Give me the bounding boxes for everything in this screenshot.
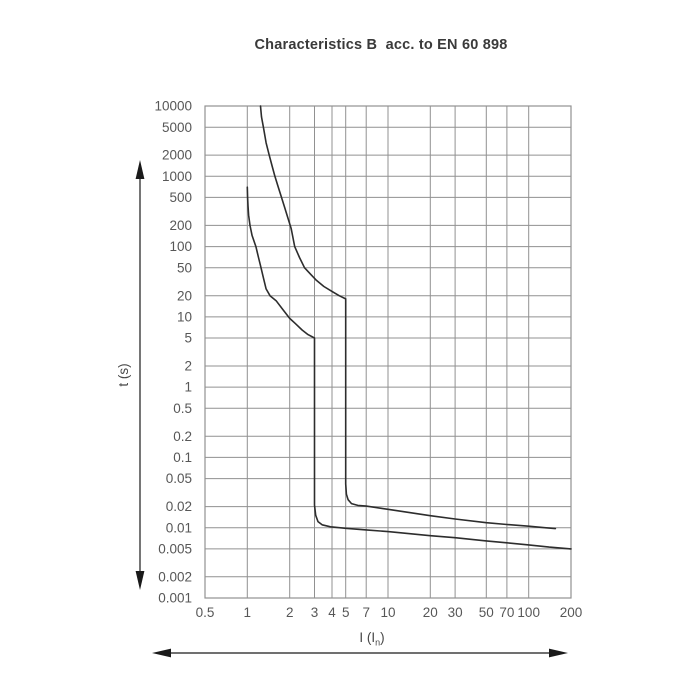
- x-tick-label-1: 1: [244, 605, 252, 620]
- y-tick-label-0.5: 0.5: [173, 401, 192, 416]
- x-tick-label-5: 5: [342, 605, 350, 620]
- x-tick-label-200: 200: [560, 605, 583, 620]
- y-tick-label-0.02: 0.02: [166, 499, 192, 514]
- y-tick-label-10: 10: [177, 310, 192, 325]
- x-axis-label: I (In): [272, 630, 472, 648]
- x-tick-label-2: 2: [286, 605, 294, 620]
- x-tick-label-4: 4: [328, 605, 336, 620]
- y-tick-label-0.005: 0.005: [158, 542, 192, 557]
- y-tick-label-200: 200: [169, 218, 192, 233]
- plot-border: [204, 105, 572, 599]
- x-tick-label-30: 30: [448, 605, 463, 620]
- y-tick-label-100: 100: [169, 239, 192, 254]
- y-tick-label-0.2: 0.2: [173, 429, 192, 444]
- y-axis-arrowhead-down: [135, 571, 145, 590]
- y-tick-label-2000: 2000: [162, 148, 192, 163]
- y-tick-label-20: 20: [177, 288, 192, 303]
- y-tick-label-0.001: 0.001: [158, 591, 192, 606]
- x-axis-label-subscript: n: [375, 637, 381, 648]
- x-axis-arrowhead-right: [549, 648, 568, 658]
- x-tick-label-20: 20: [423, 605, 438, 620]
- x-tick-label-100: 100: [517, 605, 540, 620]
- trip-curve-lower-limit: [246, 186, 572, 550]
- y-tick-label-5: 5: [184, 331, 192, 346]
- y-axis-label: t (s): [116, 363, 131, 387]
- x-tick-label-50: 50: [479, 605, 494, 620]
- y-tick-label-0.1: 0.1: [173, 450, 192, 465]
- chart-title: Characteristics B acc. to EN 60 898: [254, 37, 508, 53]
- y-axis-arrowhead-up: [135, 160, 145, 179]
- x-axis-arrowhead-left: [152, 648, 171, 658]
- x-tick-label-7: 7: [362, 605, 370, 620]
- x-tick-label-3: 3: [311, 605, 319, 620]
- trip-curve-upper-limit: [259, 105, 557, 530]
- y-tick-label-50: 50: [177, 260, 192, 275]
- x-axis-label-text-close: ): [380, 630, 385, 645]
- y-tick-label-10000: 10000: [154, 99, 192, 114]
- x-axis-arrow: [152, 648, 568, 658]
- y-tick-label-0.01: 0.01: [166, 520, 192, 535]
- y-tick-label-500: 500: [169, 190, 192, 205]
- y-tick-label-0.002: 0.002: [158, 569, 192, 584]
- x-axis-label-text: I (I: [359, 630, 376, 645]
- x-tick-label-0.5: 0.5: [196, 605, 215, 620]
- y-tick-label-0.05: 0.05: [166, 471, 192, 486]
- x-tick-label-70: 70: [499, 605, 514, 620]
- y-axis-arrow: [135, 160, 145, 590]
- y-tick-label-5000: 5000: [162, 120, 192, 135]
- y-tick-label-2: 2: [184, 359, 192, 374]
- y-tick-label-1000: 1000: [162, 169, 192, 184]
- y-tick-label-1: 1: [184, 380, 192, 395]
- x-tick-label-10: 10: [380, 605, 395, 620]
